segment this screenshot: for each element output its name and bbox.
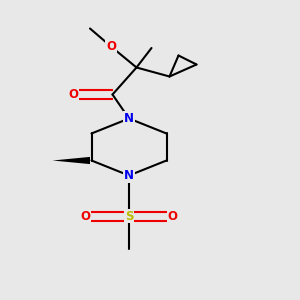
Text: S: S: [125, 209, 133, 223]
Text: N: N: [124, 169, 134, 182]
Text: O: O: [167, 209, 178, 223]
Text: N: N: [124, 112, 134, 125]
Text: O: O: [106, 40, 116, 53]
Text: O: O: [80, 209, 91, 223]
Text: O: O: [68, 88, 79, 101]
Polygon shape: [52, 157, 90, 164]
